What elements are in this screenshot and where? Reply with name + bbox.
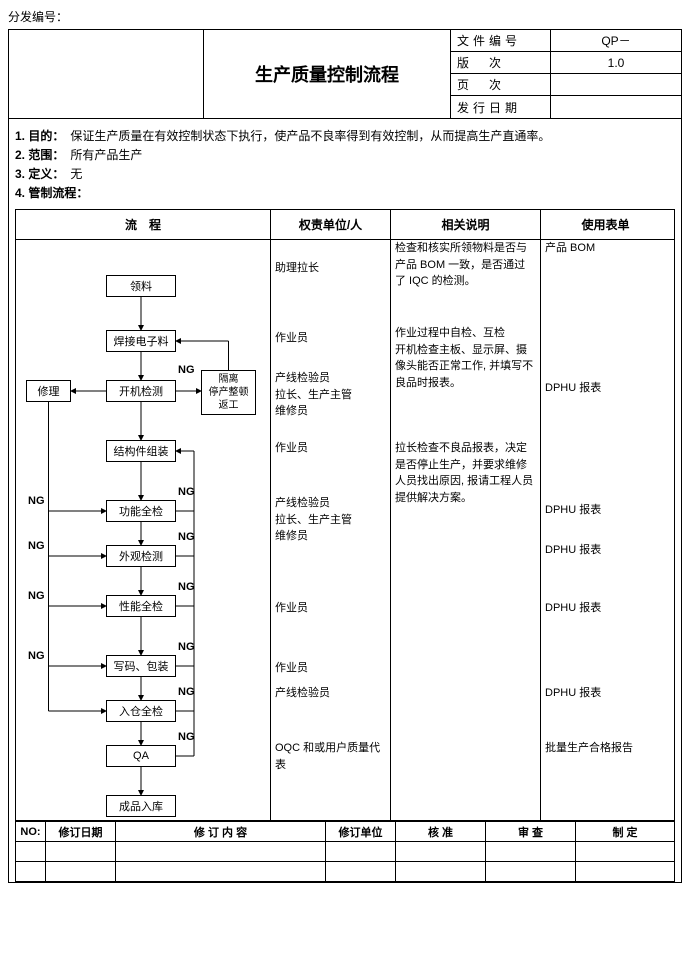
col-header-form: 使用表单	[541, 210, 670, 239]
resp-block: 作业员	[275, 440, 386, 457]
col-header-resp: 权责单位/人	[271, 210, 391, 239]
footer-h-date: 修订日期	[46, 822, 116, 842]
meta-value: QP－	[551, 30, 681, 51]
ng-label: NG	[178, 486, 195, 498]
footer-h-make: 制 定	[576, 822, 675, 842]
resp-block: 产线检验员 拉长、生产主管 维修员	[275, 495, 386, 545]
resp-block: 助理拉长	[275, 260, 386, 277]
resp-block: 作业员	[275, 330, 386, 347]
ng-label: NG	[178, 686, 195, 698]
ng-label: NG	[28, 650, 45, 662]
meta-label: 页 次	[451, 74, 551, 95]
ng-label: NG	[28, 590, 45, 602]
ng-label: NG	[178, 731, 195, 743]
resp-block: 作业员	[275, 600, 386, 617]
header-meta: 文件编号QP－版 次1.0页 次发行日期	[451, 30, 681, 118]
form-block: DPHU 报表	[545, 600, 666, 617]
header-row: 生产质量控制流程 文件编号QP－版 次1.0页 次发行日期	[8, 29, 682, 119]
meta-value: 1.0	[551, 52, 681, 73]
revision-table: NO: 修订日期 修 订 内 容 修订单位 核 准 审 查 制 定	[15, 821, 675, 882]
responsibility-column: 助理拉长作业员产线检验员 拉长、生产主管 维修员作业员产线检验员 拉长、生产主管…	[271, 240, 391, 820]
form-block: DPHU 报表	[545, 685, 666, 702]
intro-row: 4. 管制流程：	[15, 184, 675, 201]
desc-block: 拉长检查不良品报表，决定是否停止生产，并要求维修人员找出原因, 报请工程人员提供…	[395, 440, 536, 506]
form-block: DPHU 报表	[545, 380, 666, 397]
intro-row: 2. 范围：所有产品生产	[15, 146, 675, 163]
body-box: 1. 目的：保证生产质量在有效控制状态下执行，使产品不良率得到有效控制，从而提高…	[8, 119, 682, 883]
ng-label: NG	[178, 581, 195, 593]
resp-block: 产线检验员 拉长、生产主管 维修员	[275, 370, 386, 420]
form-column: 产品 BOM DPHU 报表 DPHU 报表 DPHU 报表 DPHU 报表 DPHU 报…	[541, 240, 670, 820]
meta-value	[551, 74, 681, 95]
form-block: 产品 BOM	[545, 240, 666, 257]
footer-h-content: 修 订 内 容	[116, 822, 326, 842]
footer-h-review: 审 查	[486, 822, 576, 842]
resp-block: 作业员	[275, 660, 386, 677]
resp-block: OQC 和或用户质量代表	[275, 740, 386, 773]
form-block: 批量生产合格报告	[545, 740, 666, 757]
intro-row: 1. 目的：保证生产质量在有效控制状态下执行，使产品不良率得到有效控制，从而提高…	[15, 127, 675, 144]
col-header-flow: 流 程	[16, 210, 271, 239]
process-table: 流 程 权责单位/人 相关说明 使用表单 领料焊接电子料开机检测结构件组装功能全…	[15, 209, 675, 821]
col-header-desc: 相关说明	[391, 210, 541, 239]
desc-block: 作业过程中自检、互检 开机检查主板、显示屏、摄像头能否正常工作, 并填写不良品时…	[395, 325, 536, 391]
footer-h-unit: 修订单位	[326, 822, 396, 842]
form-block: DPHU 报表	[545, 502, 666, 519]
description-column: 检查和核实所领物料是否与产品 BOM 一致，是否通过了 IQC 的检测。作业过程…	[391, 240, 541, 820]
footer-h-no: NO:	[16, 822, 46, 842]
footer-h-approve: 核 准	[396, 822, 486, 842]
intro-row: 3. 定义：无	[15, 165, 675, 182]
form-block: DPHU 报表	[545, 542, 666, 559]
distribution-number: 分发编号：	[8, 8, 682, 25]
flow-diagram: 领料焊接电子料开机检测结构件组装功能全检外观检测性能全检写码、包装入仓全检QA成…	[16, 240, 271, 820]
meta-label: 发行日期	[451, 96, 551, 118]
header-logo-box	[9, 30, 204, 118]
ng-label: NG	[28, 540, 45, 552]
ng-label: NG	[178, 364, 195, 376]
ng-label: NG	[178, 531, 195, 543]
meta-label: 文件编号	[451, 30, 551, 51]
doc-title: 生产质量控制流程	[204, 30, 451, 118]
ng-label: NG	[178, 641, 195, 653]
desc-block: 检查和核实所领物料是否与产品 BOM 一致，是否通过了 IQC 的检测。	[395, 240, 536, 290]
meta-value	[551, 96, 681, 118]
ng-label: NG	[28, 495, 45, 507]
meta-label: 版 次	[451, 52, 551, 73]
resp-block: 产线检验员	[275, 685, 386, 702]
